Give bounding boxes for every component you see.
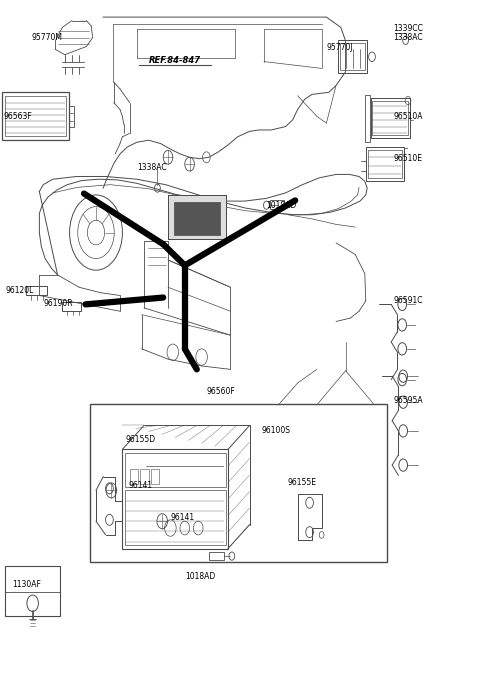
Text: 96190R: 96190R	[43, 298, 73, 308]
Text: 96560F: 96560F	[206, 387, 235, 397]
Bar	[174, 202, 220, 235]
Bar	[5, 96, 66, 136]
Text: 96155E: 96155E	[288, 477, 317, 487]
Bar	[368, 150, 402, 178]
Text: 96595A: 96595A	[394, 395, 423, 405]
Bar	[365, 95, 370, 142]
Bar	[130, 469, 138, 484]
Text: 96100S: 96100S	[262, 426, 290, 436]
Text: REF.84-847: REF.84-847	[149, 55, 201, 65]
Bar	[270, 200, 284, 209]
Bar	[122, 449, 228, 549]
Text: 1339CC: 1339CC	[394, 24, 423, 34]
Text: 1130AF: 1130AF	[12, 580, 41, 590]
Bar	[371, 98, 410, 138]
Text: 95770J: 95770J	[326, 43, 353, 53]
Bar	[62, 302, 81, 311]
Text: 96563F: 96563F	[4, 111, 33, 121]
Bar	[366, 147, 404, 181]
Text: 1018AD: 1018AD	[185, 572, 215, 581]
Bar	[26, 286, 47, 295]
Text: 1338AC: 1338AC	[137, 163, 167, 172]
Bar	[5, 566, 60, 616]
Bar	[125, 453, 226, 487]
Text: 96510A: 96510A	[394, 111, 423, 121]
Text: 1338AC: 1338AC	[394, 33, 423, 42]
Bar	[140, 469, 149, 484]
Text: 96120L: 96120L	[6, 286, 34, 295]
Bar	[90, 404, 387, 562]
Bar	[168, 195, 226, 239]
Bar	[125, 490, 226, 545]
Text: 1018AD: 1018AD	[266, 200, 297, 210]
Text: 96510E: 96510E	[394, 154, 422, 163]
Bar	[2, 92, 69, 140]
Bar	[338, 40, 367, 73]
Text: 96155D: 96155D	[126, 435, 156, 445]
Text: 96141: 96141	[170, 513, 194, 523]
Bar	[372, 101, 408, 135]
Text: 96141: 96141	[129, 481, 153, 490]
Text: 96591C: 96591C	[394, 296, 423, 306]
Bar	[151, 469, 159, 484]
Bar	[340, 43, 365, 70]
Bar	[209, 552, 224, 560]
Text: 95770M: 95770M	[31, 33, 62, 42]
Bar	[69, 106, 74, 127]
Bar	[168, 195, 226, 239]
